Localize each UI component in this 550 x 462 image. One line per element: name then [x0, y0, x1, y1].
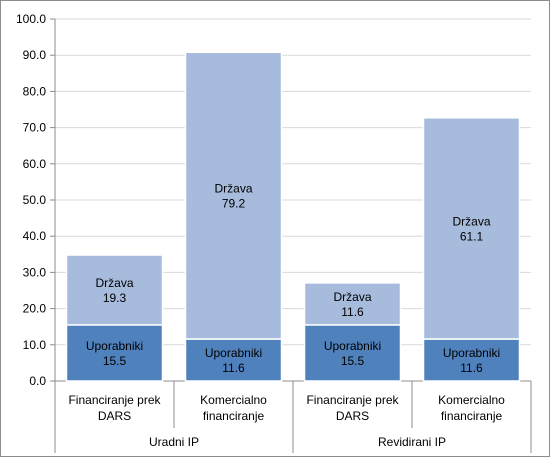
y-tick-label: 60.0 [23, 157, 47, 171]
bar-uporabniki [422, 338, 521, 382]
y-tick-label: 70.0 [23, 121, 47, 135]
bar-uporabniki [184, 338, 283, 382]
series-label: Uporabniki [324, 339, 381, 353]
bar-drzava [184, 51, 283, 340]
y-tick-label: 90.0 [23, 48, 47, 62]
bar-uporabniki [303, 324, 402, 382]
category-label-line2: financiranje [203, 409, 265, 423]
data-label: 11.6 [222, 361, 245, 375]
category-label-line2: financiranje [441, 409, 503, 423]
data-label: 11.6 [460, 361, 483, 375]
y-tick-label: 30.0 [23, 265, 47, 279]
bar-drzava [303, 282, 402, 326]
series-label: Uporabniki [205, 346, 262, 360]
data-label: 15.5 [103, 354, 127, 368]
bar-drzava [422, 117, 521, 340]
y-tick-label: 100.0 [16, 12, 46, 26]
data-label: 19.3 [103, 291, 127, 305]
data-label: 61.1 [460, 229, 484, 243]
data-label: 15.5 [341, 354, 365, 368]
series-label: Uporabniki [86, 339, 143, 353]
category-label-line1: Financiranje prek [68, 393, 161, 407]
y-tick-label: 20.0 [23, 302, 47, 316]
y-tick-label: 40.0 [23, 229, 47, 243]
data-label: 11.6 [341, 305, 364, 319]
y-tick-label: 0.0 [29, 374, 46, 388]
category-label-line1: Komercialno [200, 393, 267, 407]
series-label: Država [214, 182, 252, 196]
series-label: Država [95, 276, 133, 290]
category-label-line1: Financiranje prek [306, 393, 399, 407]
category-label-line1: Komercialno [438, 393, 505, 407]
category-label-line2: DARS [336, 409, 369, 423]
category-label-line2: DARS [98, 409, 131, 423]
series-label: Država [333, 290, 371, 304]
y-tick-label: 50.0 [23, 193, 47, 207]
y-tick-label: 80.0 [23, 84, 47, 98]
y-tick-label: 10.0 [23, 338, 47, 352]
bar-drzava [65, 254, 164, 326]
data-label: 79.2 [222, 197, 246, 211]
group-label: Revidirani IP [378, 435, 446, 449]
group-label: Uradni IP [149, 435, 199, 449]
series-label: Uporabniki [443, 346, 500, 360]
series-label: Država [452, 214, 490, 228]
bar-uporabniki [65, 324, 164, 382]
